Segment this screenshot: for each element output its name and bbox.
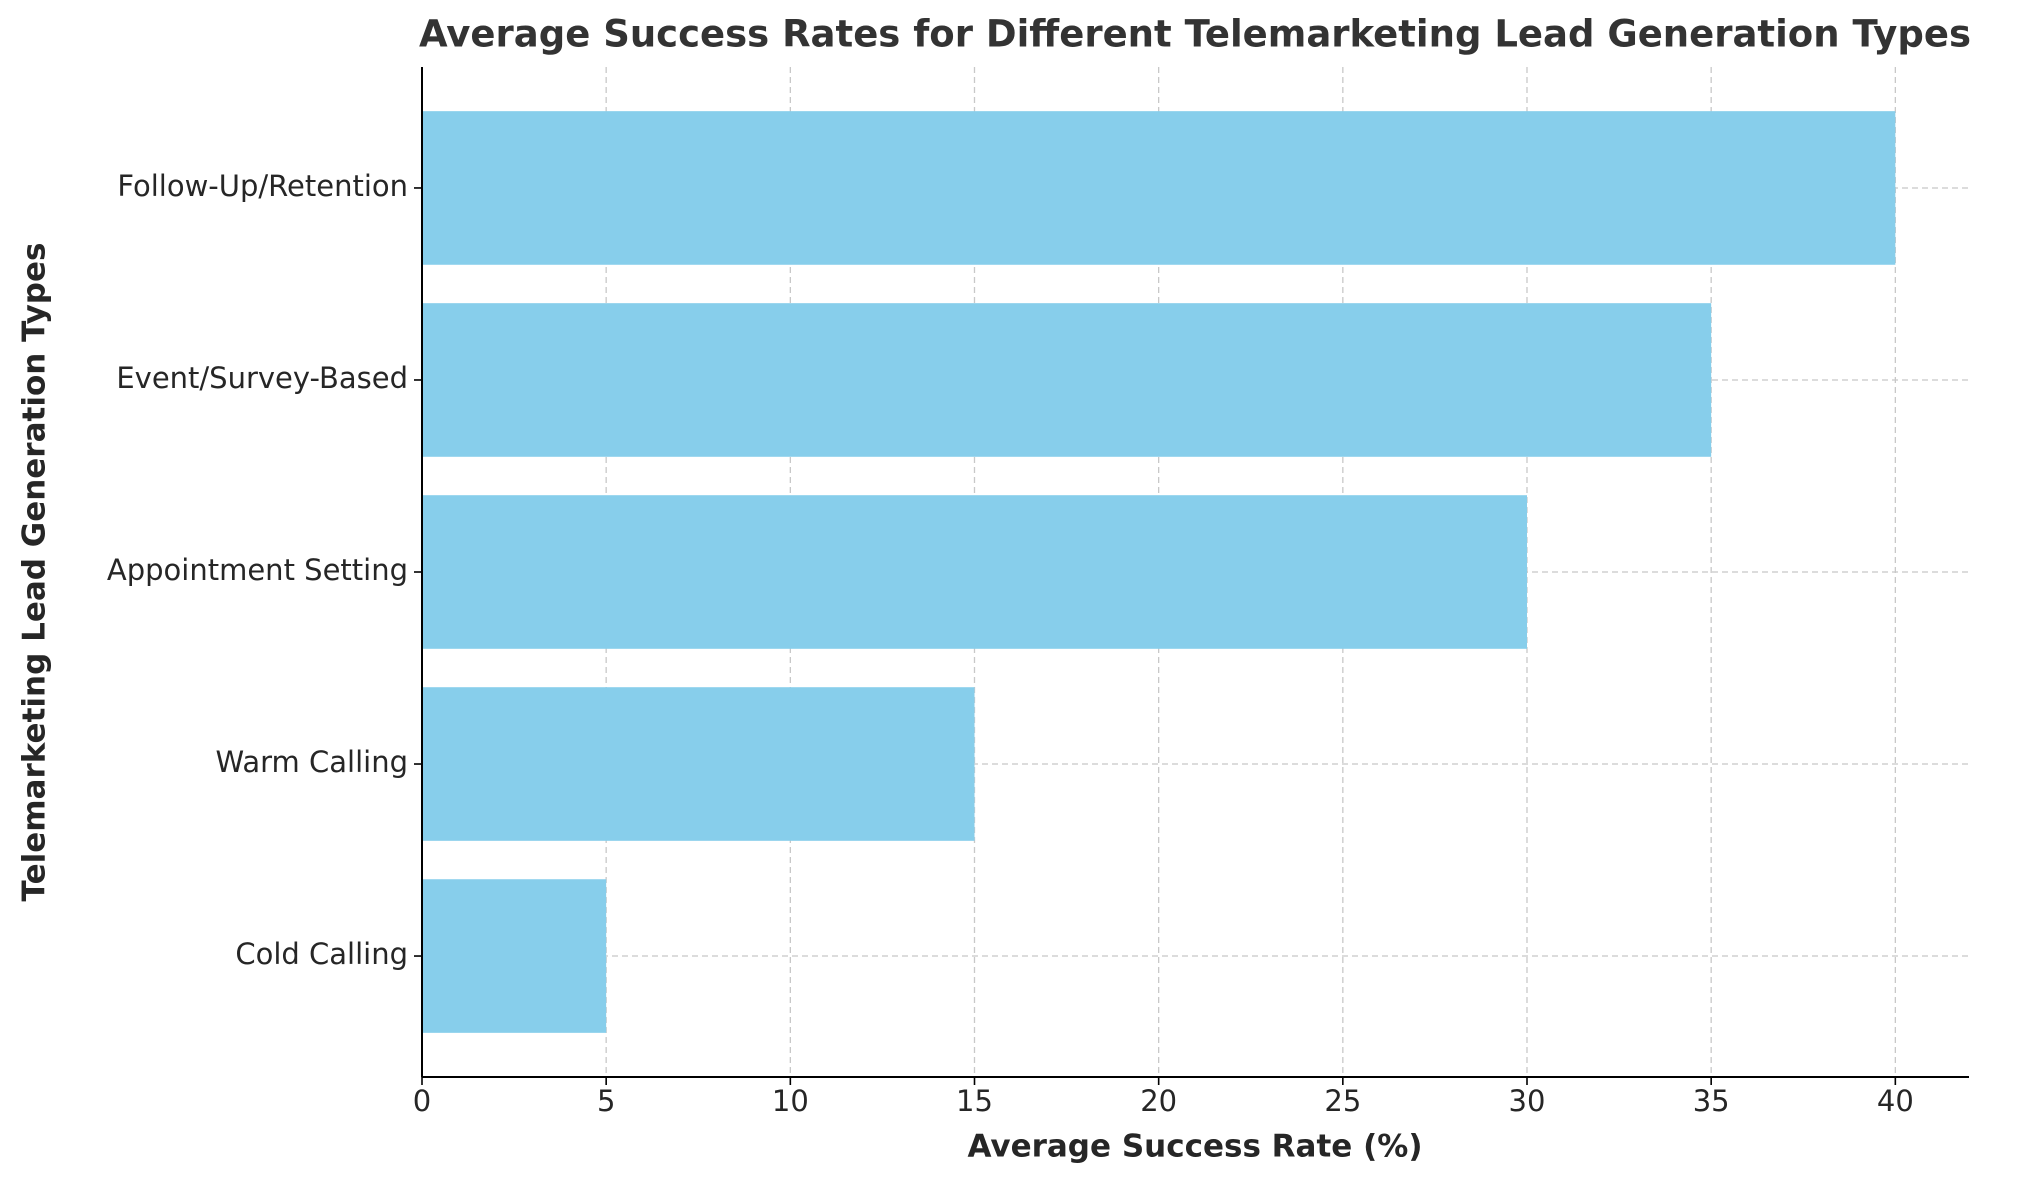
bar (422, 303, 1712, 457)
x-tick-label: 25 (1324, 1084, 1361, 1118)
y-axis-label: Telemarketing Lead Generation Types (17, 243, 53, 902)
y-tick-label: Appointment Setting (107, 553, 408, 587)
bar (422, 687, 975, 841)
bar (422, 111, 1896, 265)
y-tick-label: Event/Survey-Based (116, 361, 408, 395)
x-tick-label: 20 (1140, 1084, 1177, 1118)
y-tick-label: Warm Calling (216, 745, 408, 779)
bar (422, 879, 607, 1033)
x-tick-label: 10 (772, 1084, 809, 1118)
x-tick-label: 5 (597, 1084, 615, 1118)
axes: 0 5 10 15 20 25 30 35 40 Cold Calling Warm Calling… (107, 67, 1969, 1118)
bar (422, 495, 1527, 649)
x-tick-label: 15 (956, 1084, 993, 1118)
bars (422, 111, 1896, 1033)
chart-title: Average Success Rates for Different Tele… (419, 13, 1971, 56)
x-tick-label: 35 (1693, 1084, 1730, 1118)
x-tick-label: 40 (1877, 1084, 1914, 1118)
x-tick-label: 0 (413, 1084, 431, 1118)
x-axis-label: Average Success Rate (%) (967, 1129, 1422, 1165)
x-tick-label: 30 (1509, 1084, 1546, 1118)
y-tick-label: Follow-Up/Retention (117, 169, 408, 203)
y-tick-label: Cold Calling (235, 937, 408, 971)
